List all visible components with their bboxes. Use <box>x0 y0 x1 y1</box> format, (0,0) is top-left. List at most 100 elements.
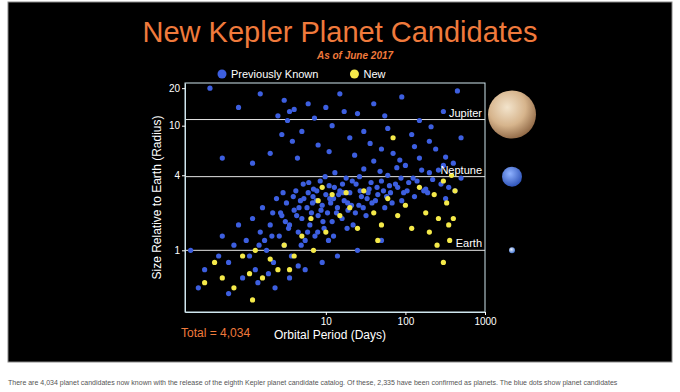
data-point <box>412 144 417 149</box>
data-point <box>269 234 274 239</box>
data-point <box>320 185 325 190</box>
data-point <box>282 243 287 248</box>
tick: 100 <box>398 312 415 327</box>
data-point <box>247 271 252 276</box>
data-point <box>292 208 297 213</box>
chart-subtitle: As of June 2017 <box>316 50 394 61</box>
data-point <box>394 165 399 170</box>
data-point <box>306 180 311 185</box>
data-point <box>275 267 280 272</box>
data-point <box>226 260 231 265</box>
data-point <box>320 219 325 224</box>
tick-label: 10 <box>169 120 181 131</box>
reference-line <box>185 176 485 177</box>
data-point <box>316 213 321 218</box>
data-point <box>282 243 287 248</box>
data-point <box>447 238 452 243</box>
tick: 10 <box>169 120 185 131</box>
data-point <box>361 205 366 210</box>
data-point <box>323 105 328 110</box>
data-point <box>452 188 457 193</box>
data-point <box>379 222 384 227</box>
data-point <box>398 175 403 180</box>
data-point <box>458 135 463 140</box>
data-point <box>371 158 376 163</box>
data-point <box>412 194 417 199</box>
data-point <box>280 190 285 195</box>
data-point <box>304 205 309 210</box>
data-point <box>427 139 432 144</box>
data-point <box>381 188 386 193</box>
data-point <box>220 234 225 239</box>
data-point <box>377 169 382 174</box>
reference-label: Neptune <box>440 164 482 176</box>
data-point <box>318 178 323 183</box>
data-point <box>320 260 325 265</box>
data-point <box>330 123 335 128</box>
data-point <box>326 238 331 243</box>
data-point <box>316 198 321 203</box>
data-point <box>344 175 349 180</box>
data-point <box>290 139 295 144</box>
data-point <box>278 210 283 215</box>
data-point <box>382 205 387 210</box>
data-point <box>323 174 328 179</box>
reference-label: Jupiter <box>449 107 482 119</box>
data-point <box>306 101 311 106</box>
data-point <box>202 267 207 272</box>
data-point <box>226 291 231 296</box>
data-point <box>451 216 456 221</box>
x-axis: 101001000 <box>186 312 498 327</box>
data-point <box>325 210 330 215</box>
data-point <box>296 263 301 268</box>
data-point <box>294 213 299 218</box>
data-point <box>395 213 400 218</box>
data-point <box>260 275 265 280</box>
y-axis: 141020 <box>169 83 186 313</box>
data-point <box>303 238 308 243</box>
data-point <box>337 213 342 218</box>
data-point <box>256 243 261 248</box>
legend-marker <box>350 70 359 79</box>
data-point <box>433 146 438 151</box>
data-point <box>335 205 340 210</box>
data-point <box>364 196 369 201</box>
data-point <box>385 126 390 131</box>
legend: Previously KnownNew <box>218 68 386 80</box>
data-point <box>368 180 373 185</box>
data-point <box>417 155 422 160</box>
data-point <box>406 180 411 185</box>
data-point <box>441 260 446 265</box>
data-point <box>258 91 263 96</box>
data-point <box>316 142 321 147</box>
data-point <box>344 226 349 231</box>
tick-label: 20 <box>169 83 181 94</box>
data-point <box>359 194 364 199</box>
data-point <box>231 285 236 290</box>
data-point <box>275 113 280 118</box>
data-point <box>287 109 292 114</box>
tick-label: 100 <box>398 316 415 327</box>
data-point <box>292 107 297 112</box>
chart-container: New Kepler Planet CandidatesAs of June 2… <box>0 0 680 392</box>
data-point <box>253 248 258 253</box>
data-point <box>220 155 225 160</box>
data-point <box>262 238 267 243</box>
data-point <box>196 285 201 290</box>
data-point <box>347 205 352 210</box>
data-point <box>279 132 284 137</box>
data-point <box>286 226 291 231</box>
data-point <box>287 267 292 272</box>
data-point <box>318 208 323 213</box>
data-point <box>371 101 376 106</box>
data-point <box>292 253 297 258</box>
caption: There are 4,034 planet candidates now kn… <box>8 379 618 387</box>
data-point <box>310 194 315 199</box>
data-point <box>340 181 345 186</box>
data-point <box>308 216 313 221</box>
data-point <box>399 198 404 203</box>
planet-icon <box>509 247 515 253</box>
data-point <box>458 175 463 180</box>
data-point <box>299 129 304 134</box>
data-point <box>432 192 437 197</box>
